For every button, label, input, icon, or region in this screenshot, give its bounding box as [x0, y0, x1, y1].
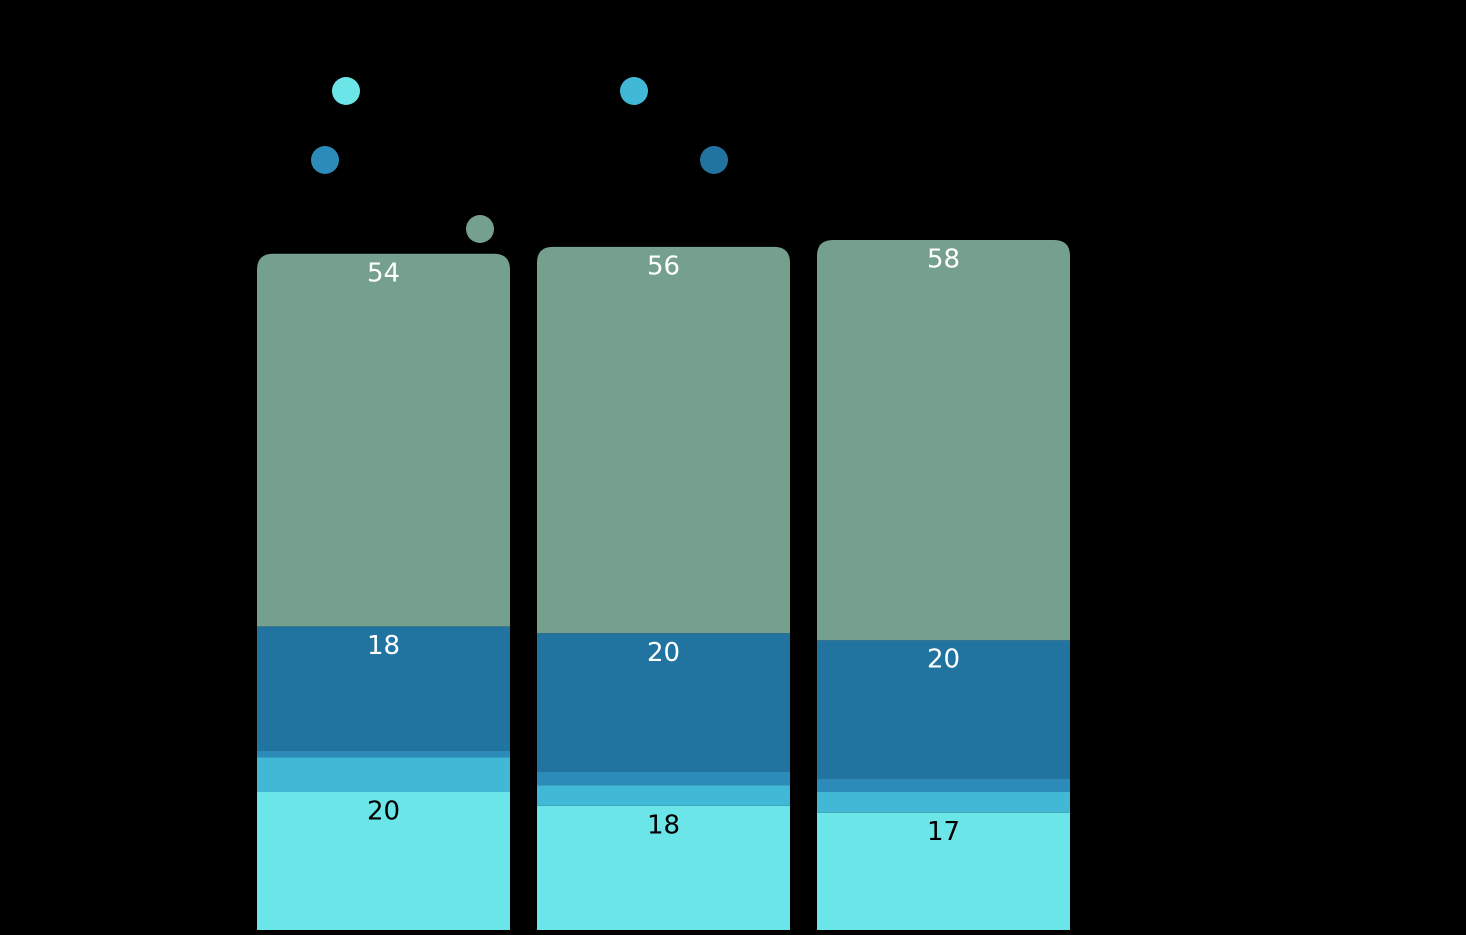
data-label-s0-c0: 20	[367, 797, 400, 827]
legend-marker-1	[620, 77, 648, 105]
data-label-s3-c2: 20	[927, 645, 960, 675]
bar-segment-s0-c0	[257, 792, 510, 930]
bar-segment-s1-c1	[537, 785, 790, 806]
bar-segment-s3-c0	[257, 626, 510, 751]
data-label-s4-c1: 56	[647, 251, 680, 281]
bar-segment-s3-c1	[537, 633, 790, 772]
data-label-s3-c0: 18	[367, 631, 400, 661]
legend-marker-0	[332, 77, 360, 105]
legend-marker-2	[311, 146, 339, 174]
bar-segment-s4-c1	[537, 246, 790, 634]
bar-segment-s1-c2	[817, 792, 1070, 813]
bar-segment-s2-c2	[817, 778, 1070, 792]
data-label-s0-c1: 18	[647, 810, 680, 840]
bar-segment-s0-c2	[817, 812, 1070, 930]
bar-segment-s4-c2	[817, 240, 1070, 641]
legend-marker-4	[466, 215, 494, 243]
legend	[311, 77, 728, 243]
legend-marker-3	[700, 146, 728, 174]
bar-segment-s0-c1	[537, 805, 790, 930]
bar-segment-s2-c0	[257, 750, 510, 758]
bar-segment-s4-c0	[257, 253, 510, 627]
bar-segment-s1-c0	[257, 757, 510, 792]
data-label-s4-c0: 54	[367, 258, 400, 288]
data-labels: 20 18 54 18 20 56 17 20 58	[367, 245, 960, 848]
bars	[257, 240, 1070, 930]
data-label-s0-c2: 17	[927, 817, 960, 847]
data-label-s4-c2: 58	[927, 245, 960, 275]
bar-segment-s3-c2	[817, 640, 1070, 779]
bar-segment-s2-c1	[537, 771, 790, 786]
data-label-s3-c1: 20	[647, 638, 680, 668]
